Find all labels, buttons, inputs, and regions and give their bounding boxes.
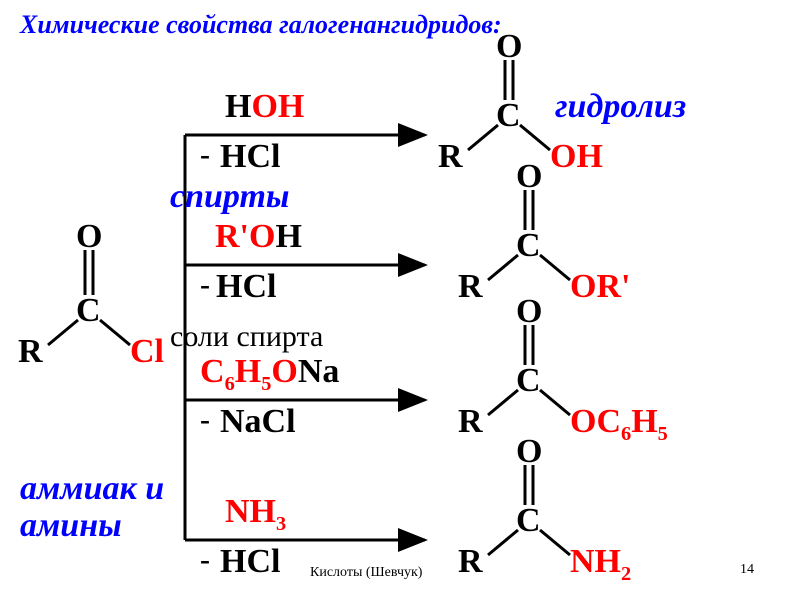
page-title: Химические свойства галогенангидридов: — [20, 10, 502, 40]
r2-label: спирты — [170, 178, 290, 216]
p4-NH2: NH2 — [570, 543, 631, 586]
r1-over: HOH — [225, 88, 304, 126]
r1-under-minus: - — [200, 138, 210, 172]
p2-R: R — [458, 268, 483, 306]
start-C: C — [76, 292, 101, 330]
p3-C: C — [516, 362, 541, 400]
page-number: 14 — [740, 562, 754, 578]
r4-over: NH3 — [225, 493, 286, 536]
p3-O: O — [516, 293, 542, 331]
r4-under-minus: - — [200, 543, 210, 577]
p2-OR: OR' — [570, 268, 630, 306]
r2-over: R'OH — [215, 218, 302, 256]
p1-O: O — [496, 28, 522, 66]
p1-C: C — [496, 97, 521, 135]
r4-label: аммиак и амины — [20, 470, 190, 545]
r3-label: соли спирта — [170, 320, 323, 354]
start-Cl: Cl — [130, 333, 164, 371]
p3-R: R — [458, 403, 483, 441]
start-O: O — [76, 218, 102, 256]
r4-under-hcl: HCl — [220, 543, 280, 581]
r2-under-minus: - — [200, 268, 210, 302]
p1-OH: OH — [550, 138, 603, 176]
p3-OC6H5: OC6H5 — [570, 403, 668, 446]
p4-O: O — [516, 433, 542, 471]
p4-R: R — [458, 543, 483, 581]
p2-O: O — [516, 158, 542, 196]
r3-over: C6H5ONa — [200, 353, 339, 396]
start-R: R — [18, 333, 43, 371]
p2-C: C — [516, 227, 541, 265]
r3-under-minus: - — [200, 403, 210, 437]
r2-under-hcl: HCl — [216, 268, 276, 306]
r3-under-nacl: NaCl — [220, 403, 296, 441]
p4-C: C — [516, 502, 541, 540]
r1-under-hcl: HCl — [220, 138, 280, 176]
p1-R: R — [438, 138, 463, 176]
footer-text: Кислоты (Шевчук) — [310, 565, 422, 581]
r1-label: гидролиз — [555, 88, 686, 126]
